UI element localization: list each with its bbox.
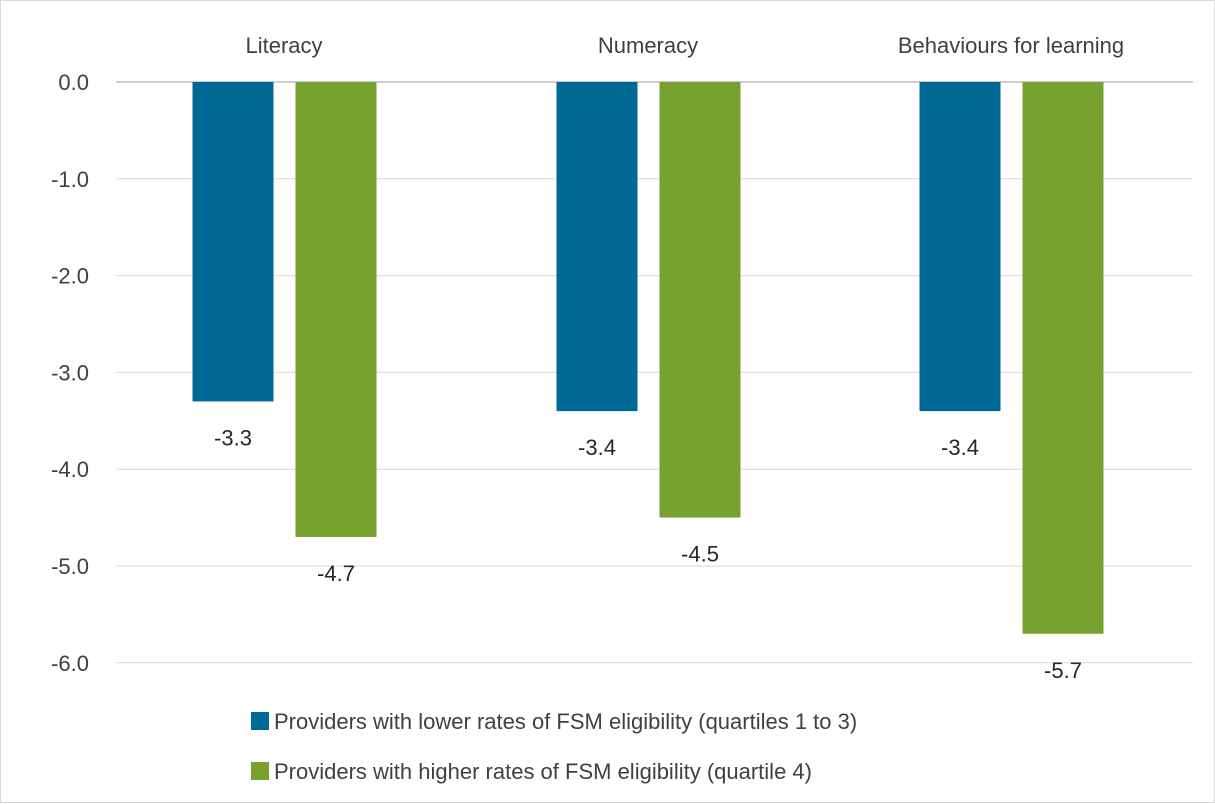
- y-tick-label: -4.0: [51, 457, 89, 482]
- data-label: -3.4: [941, 435, 979, 460]
- data-label: -4.7: [317, 561, 355, 586]
- bar: [192, 82, 274, 402]
- y-axis: 0.0 -1.0 -2.0 -3.0 -4.0 -5.0 -6.0: [51, 70, 89, 676]
- y-tick-label: -6.0: [51, 651, 89, 676]
- data-label: -3.4: [578, 435, 616, 460]
- legend: Providers with lower rates of FSM eligib…: [251, 709, 857, 784]
- data-label: -3.3: [214, 425, 252, 450]
- bar: [919, 82, 1001, 412]
- legend-swatch: [251, 712, 269, 730]
- bar: [1022, 82, 1104, 634]
- y-tick-label: -5.0: [51, 554, 89, 579]
- category-label: Numeracy: [598, 33, 698, 58]
- y-tick-label: -1.0: [51, 167, 89, 192]
- data-label: -4.5: [681, 542, 719, 567]
- category-label: Literacy: [245, 33, 322, 58]
- y-tick-label: -3.0: [51, 360, 89, 385]
- legend-swatch: [251, 762, 269, 780]
- legend-label: Providers with higher rates of FSM eligi…: [274, 759, 812, 784]
- data-label: -5.7: [1044, 658, 1082, 683]
- bar: [659, 82, 741, 518]
- legend-entry: Providers with lower rates of FSM eligib…: [251, 709, 857, 734]
- y-tick-label: 0.0: [58, 70, 89, 95]
- category-labels: Literacy Numeracy Behaviours for learning: [245, 33, 1124, 58]
- bar: [556, 82, 638, 412]
- legend-entry: Providers with higher rates of FSM eligi…: [251, 759, 812, 784]
- bar: [295, 82, 377, 537]
- bars: [192, 82, 1104, 634]
- data-labels: -3.3 -4.7 -3.4 -4.5 -3.4 -5.7: [214, 425, 1082, 682]
- legend-label: Providers with lower rates of FSM eligib…: [274, 709, 857, 734]
- y-tick-label: -2.0: [51, 264, 89, 289]
- category-label: Behaviours for learning: [898, 33, 1124, 58]
